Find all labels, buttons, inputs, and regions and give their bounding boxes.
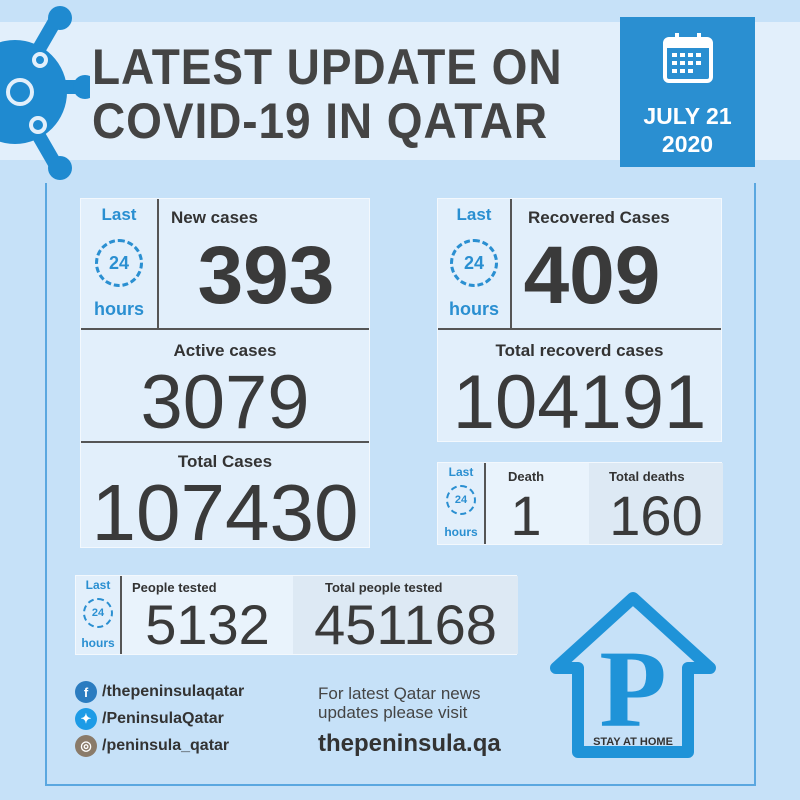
title-line-2: COVID-19 IN QATAR	[92, 93, 549, 149]
total-recovered-label: Total recoverd cases	[495, 341, 664, 360]
last-label: Last	[448, 465, 474, 479]
report-date: JULY 21 2020	[620, 102, 755, 158]
hours-label: hours	[444, 525, 478, 539]
instagram-icon: ◎	[75, 735, 97, 757]
total-people-tested-section: Total people tested 451168	[293, 576, 518, 656]
total-people-tested-value: 451168	[314, 593, 497, 656]
people-tested-section: People tested 5132	[122, 576, 293, 656]
last-24-hours-badge: Last 24 hours	[76, 576, 122, 654]
last-label: Last	[456, 205, 492, 224]
divider	[81, 328, 369, 330]
total-deaths-section: Total deaths 160	[589, 463, 723, 547]
death-value: 1	[510, 484, 542, 547]
date-month-day: JULY 21	[643, 103, 732, 129]
last-label: Last	[85, 578, 111, 592]
cases-card: Last 24 hours New cases 393 Active cases…	[80, 198, 370, 557]
twitter-handle: /PeninsulaQatar	[102, 710, 224, 727]
total-deaths-label: Total deaths	[609, 469, 685, 484]
twitter-icon: ✦	[75, 708, 97, 730]
facebook-handle: /thepeninsulaqatar	[102, 683, 245, 700]
clock-24-icon: 24	[95, 239, 143, 287]
stay-at-home-logo: P STAY AT HOME	[550, 592, 716, 758]
clock-24-icon: 24	[83, 598, 113, 628]
total-people-tested-label: Total people tested	[325, 580, 443, 595]
new-cases-label: New cases	[171, 208, 258, 227]
total-recovered-value: 104191	[452, 360, 707, 445]
active-cases-label: Active cases	[173, 341, 277, 360]
new-cases-value: 393	[197, 230, 335, 321]
footer-line-2: updates please visit	[318, 703, 468, 722]
logo-tagline: STAY AT HOME	[593, 736, 673, 748]
total-cases-value: 107430	[91, 468, 359, 557]
instagram-link[interactable]: ◎ /peninsula_qatar	[75, 735, 229, 757]
content-frame	[45, 183, 756, 786]
clock-24-icon: 24	[446, 485, 476, 515]
divider	[438, 328, 721, 330]
virus-icon	[0, 6, 90, 180]
instagram-handle: /peninsula_qatar	[102, 737, 230, 754]
total-deaths-value: 160	[609, 484, 703, 547]
hours-label: hours	[448, 299, 499, 319]
twitter-link[interactable]: ✦ /PeninsulaQatar	[75, 708, 224, 730]
hours-label: hours	[93, 299, 144, 319]
date-year: 2020	[661, 131, 714, 157]
total-cases-label: Total Cases	[177, 452, 273, 471]
recovered-cases-label: Recovered Cases	[528, 208, 670, 227]
hours-label: hours	[81, 636, 115, 650]
recovered-card: Last 24 hours Recovered Cases 409 Total …	[437, 198, 722, 445]
date-box: JULY 21 2020	[620, 17, 755, 167]
clock-24-icon: 24	[450, 239, 498, 287]
death-section: Death 1	[486, 463, 589, 547]
logo-letter: P	[599, 628, 666, 750]
calendar-icon	[663, 33, 713, 83]
facebook-icon: f	[75, 681, 97, 703]
facebook-link[interactable]: f/thepeninsulaqatar	[75, 681, 244, 703]
tests-card: Last 24 hours People tested 5132 Total p…	[75, 575, 518, 656]
people-tested-value: 5132	[145, 593, 270, 656]
last-24-hours-badge: Last 24 hours	[81, 199, 159, 329]
recovered-cases-value: 409	[523, 230, 661, 321]
footer-note: For latest Qatar news updates please vis…	[318, 684, 481, 722]
last-24-hours-badge: Last 24 hours	[438, 199, 512, 329]
divider	[81, 441, 369, 443]
title-line-1: LATEST UPDATE ON	[92, 39, 563, 95]
people-tested-label: People tested	[132, 580, 217, 595]
page-title: LATEST UPDATE ON COVID-19 IN QATAR	[92, 40, 562, 148]
death-label: Death	[508, 469, 545, 484]
deaths-card: Last 24 hours Death 1 Total deaths 160	[437, 462, 723, 547]
website-link[interactable]: thepeninsula.qa	[318, 730, 501, 757]
last-label: Last	[101, 205, 137, 224]
footer-line-1: For latest Qatar news	[318, 684, 481, 703]
active-cases-value: 3079	[140, 360, 310, 445]
last-24-hours-badge: Last 24 hours	[438, 463, 486, 544]
